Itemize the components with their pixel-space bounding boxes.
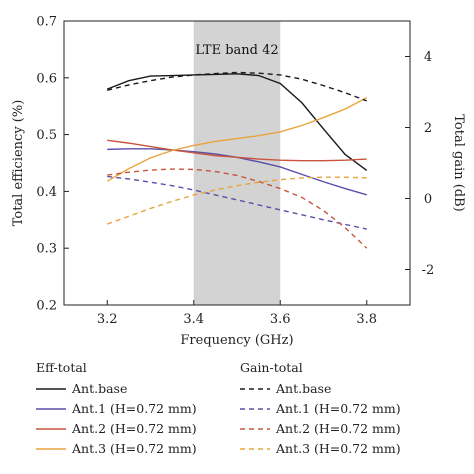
plot-frame [63, 20, 411, 306]
legend-eff-title: Eff-total [36, 360, 87, 375]
lte-band-shading [193, 21, 281, 305]
y-left-tick-label: 0.7 [36, 15, 57, 30]
series-line-gain-4 [107, 71, 367, 102]
x-tick-label: 3.8 [356, 312, 377, 327]
series-line-gain-5 [107, 175, 367, 230]
y-right-tick-label: 4 [424, 50, 432, 65]
y-right-tick-label: 0 [424, 192, 432, 207]
y-right-tick-label: 2 [424, 121, 432, 136]
x-axis-label: Frequency (GHz) [180, 333, 293, 348]
legend-label-eff-3: Ant.3 (H=0.72 mm) [71, 441, 197, 456]
x-tick-label: 3.2 [97, 312, 118, 327]
legend-gain-title: Gain-total [240, 360, 303, 375]
legend: Eff-total Gain-total Ant.base Ant.1 (H=0.… [36, 360, 401, 456]
legend-label-eff-1: Ant.1 (H=0.72 mm) [71, 401, 197, 416]
y-left-axis-label: Total efficiency (%) [11, 100, 26, 227]
series-line-eff-0 [106, 73, 368, 171]
y-right-axis-ticks: -2 0 2 4 [405, 50, 434, 278]
series-lines [106, 71, 368, 249]
legend-entries: Ant.base Ant.1 (H=0.72 mm) Ant.2 (H=0.72 m… [36, 381, 401, 456]
series-line-gain-6 [107, 168, 368, 249]
y-left-tick-label: 0.3 [36, 242, 57, 257]
legend-label-eff-0: Ant.base [71, 381, 127, 396]
x-tick-label: 3.6 [270, 312, 291, 327]
legend-label-gain-0: Ant.base [275, 381, 331, 396]
lte-band-label: LTE band 42 [195, 43, 278, 58]
x-axis-ticks: 3.2 3.4 3.6 3.8 [97, 300, 377, 327]
y-left-tick-label: 0.6 [36, 71, 57, 86]
legend-label-gain-3: Ant.3 (H=0.72 mm) [275, 441, 401, 456]
y-left-tick-label: 0.2 [36, 299, 57, 314]
x-tick-label: 3.4 [183, 312, 204, 327]
y-right-tick-label: -2 [422, 263, 435, 278]
series-line-eff-2 [107, 139, 367, 162]
series-line-eff-3 [106, 97, 368, 182]
legend-label-gain-1: Ant.1 (H=0.72 mm) [275, 401, 401, 416]
legend-label-eff-2: Ant.2 (H=0.72 mm) [71, 421, 197, 436]
series-line-gain-7 [107, 176, 367, 225]
y-right-axis-label: Total gain (dB) [451, 114, 466, 212]
y-left-tick-label: 0.4 [36, 185, 57, 200]
y-left-tick-label: 0.5 [36, 128, 57, 143]
y-left-axis-ticks: 0.2 0.3 0.4 0.5 0.6 0.7 [36, 15, 69, 314]
legend-label-gain-2: Ant.2 (H=0.72 mm) [275, 421, 401, 436]
